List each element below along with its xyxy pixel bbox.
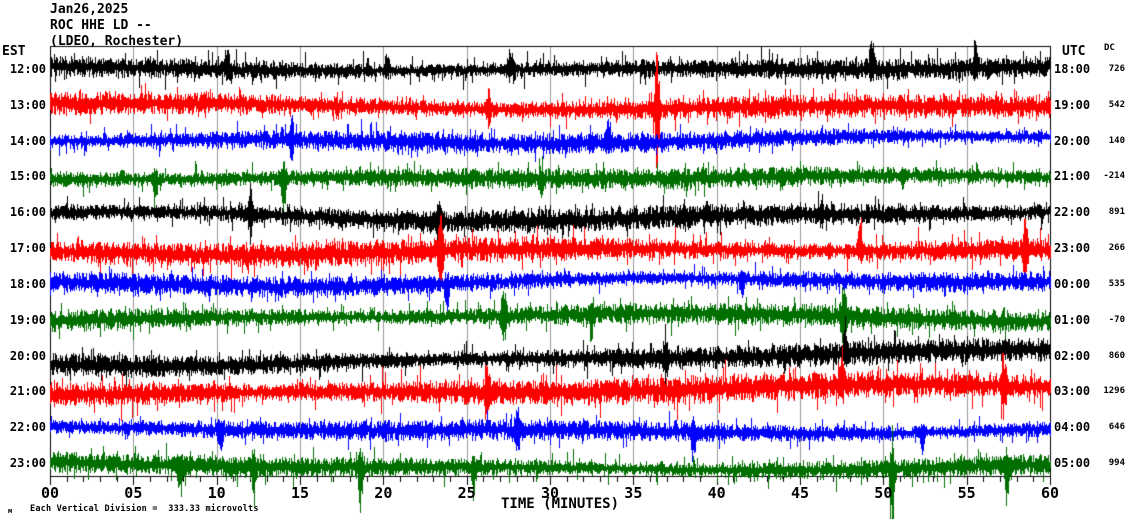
est-hour-label: 13:00 [9,98,46,112]
scale-note: Each Vertical Division = 333.33 microvol… [30,504,259,514]
x-tick-label: 45 [790,484,810,502]
x-tick-label: 50 [874,484,893,502]
dc-offset-value: -214 [1103,171,1125,181]
dc-offset-value: 994 [1108,458,1125,468]
header-network: (LDEO, Rochester) [50,34,184,49]
utc-axis-header: UTC [1062,44,1086,59]
dc-offset-value: 860 [1108,351,1125,361]
x-tick-label: 25 [457,484,476,502]
est-hour-label: 14:00 [9,134,46,148]
utc-hour-label: 01:00 [1054,313,1091,327]
x-tick-label: 35 [624,484,643,502]
x-tick-label: 15 [290,484,310,502]
utc-hour-label: 05:00 [1054,456,1091,470]
dc-axis-header: DC [1104,43,1115,53]
x-tick-label: 55 [957,484,976,502]
utc-hour-label: 18:00 [1054,62,1091,76]
dc-offset-value: 646 [1108,422,1125,432]
est-hour-label: 12:00 [9,62,46,76]
utc-hour-label: 00:00 [1054,277,1091,291]
est-hour-label: 17:00 [9,241,46,255]
est-hour-label: 23:00 [9,456,46,470]
utc-hour-label: 22:00 [1054,205,1091,219]
est-hour-label: 18:00 [9,277,46,291]
est-hour-label: 20:00 [9,349,46,363]
x-tick-label: 00 [40,484,60,502]
est-axis-header: EST [2,44,26,59]
est-hour-label: 21:00 [9,384,46,398]
header-date: Jan26,2025 [50,2,129,17]
x-tick-label: 60 [1040,484,1060,502]
dc-offset-value: 726 [1108,64,1125,74]
utc-hour-label: 19:00 [1054,98,1091,112]
dc-offset-value: -70 [1108,315,1125,325]
x-tick-label: 30 [540,484,560,502]
x-tick-label: 20 [374,484,393,502]
dc-offset-value: 891 [1108,207,1125,217]
x-axis-title: TIME (MINUTES) [500,496,620,512]
dc-offset-value: 1296 [1103,386,1125,396]
header-station: ROC HHE LD -- [50,18,152,33]
x-tick-label: 05 [124,484,143,502]
watermark-glyph: м [8,507,13,515]
est-hour-label: 22:00 [9,420,46,434]
est-hour-label: 16:00 [9,205,46,219]
utc-hour-label: 23:00 [1054,241,1091,255]
est-hour-label: 15:00 [9,169,46,183]
utc-hour-label: 04:00 [1054,420,1091,434]
utc-hour-label: 21:00 [1054,169,1091,183]
dc-offset-value: 535 [1108,279,1125,289]
utc-hour-label: 02:00 [1054,349,1091,363]
x-tick-label: 40 [707,484,726,502]
est-hour-label: 19:00 [9,313,46,327]
dc-offset-value: 140 [1108,136,1125,146]
dc-offset-value: 542 [1108,100,1125,110]
utc-hour-label: 20:00 [1054,134,1091,148]
dc-offset-value: 266 [1108,243,1125,253]
utc-hour-label: 03:00 [1054,384,1091,398]
x-tick-label: 10 [207,484,226,502]
